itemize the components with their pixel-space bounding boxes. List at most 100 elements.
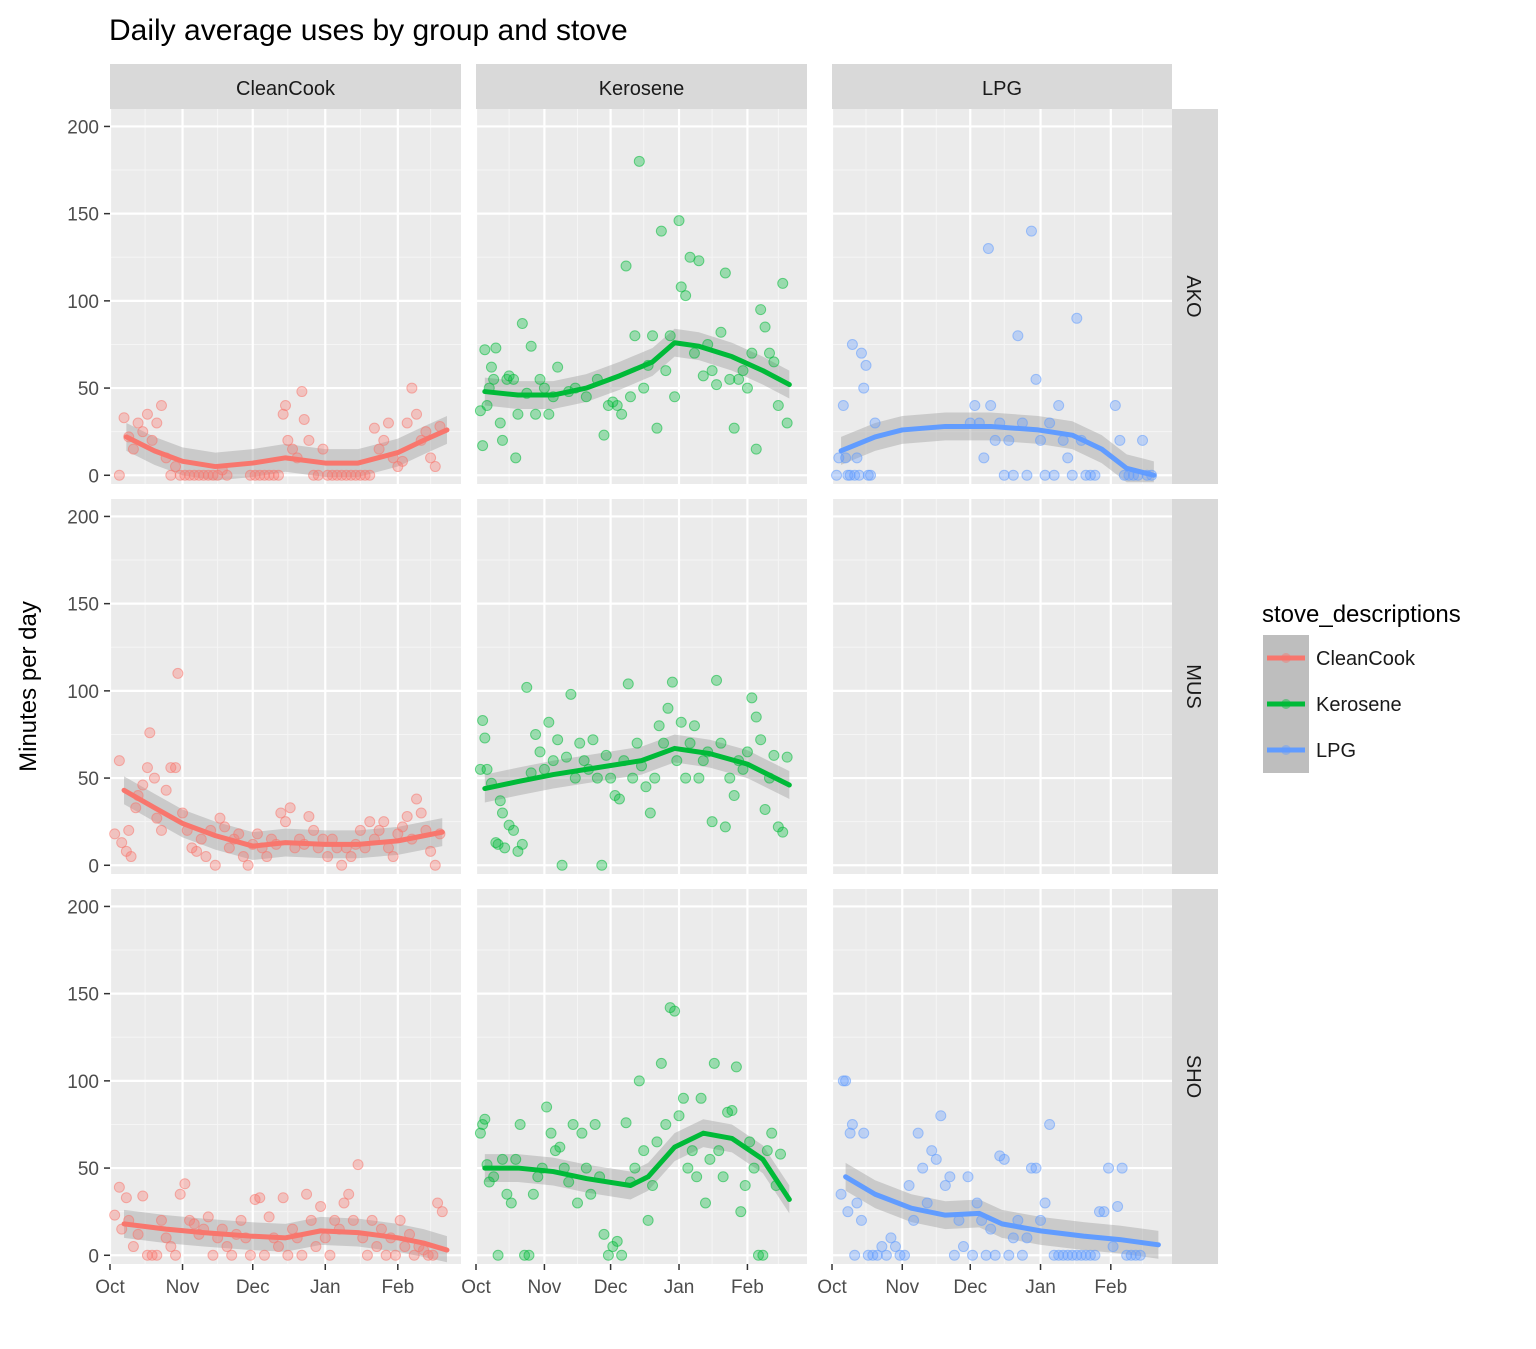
data-point [282,1249,294,1261]
data-point [151,417,163,429]
data-point [855,1214,867,1226]
data-point [315,1200,327,1212]
data-point [387,851,399,863]
data-point [620,1117,632,1129]
data-point [525,340,537,352]
data-point [772,400,784,412]
point-group [474,674,793,871]
data-point [352,1159,364,1171]
data-point [324,1249,336,1261]
data-point [214,812,226,824]
legend-title: stove_descriptions [1262,601,1461,628]
data-point [538,763,550,775]
data-point [488,373,500,385]
data-point [436,1206,448,1218]
data-point [871,1249,883,1261]
data-point [766,1127,778,1139]
data-point [411,793,423,805]
x-tick-label: Jan [1025,1277,1056,1298]
data-point [397,455,408,467]
data-point [516,318,528,330]
data-point [1030,1162,1042,1174]
data-point [1116,1162,1128,1174]
data-point [305,1214,317,1226]
data-point [188,1218,200,1230]
data-point [547,755,559,767]
data-point [1035,434,1047,446]
data-point [596,859,608,871]
data-point [499,842,511,854]
data-point [125,851,137,863]
trend-line [838,423,1157,478]
data-point [733,373,745,385]
data-point [669,1005,681,1017]
confidence-band [124,776,443,861]
data-point [282,434,294,446]
data-point [284,802,296,814]
data-point [680,290,692,302]
data-point [699,1197,711,1209]
data-point [706,816,718,828]
data-point [345,851,357,863]
data-point [629,1162,641,1174]
data-point [777,826,789,838]
data-point [477,440,489,452]
data-point [492,1249,504,1261]
data-point [338,1197,350,1209]
data-point [840,1075,852,1087]
data-point [177,807,189,819]
data-point [113,1181,125,1193]
legend: stove_descriptions CleanCook Kerosene LPG [1262,601,1461,773]
data-point [481,400,493,412]
data-point [985,400,997,412]
data-point [719,821,731,833]
data-point [488,1171,500,1183]
data-point [921,1197,933,1209]
data-point [1030,373,1042,385]
data-point [642,1214,654,1226]
data-point [170,1249,182,1261]
data-point [851,1197,863,1209]
data-point [691,1171,703,1183]
data-point [523,1249,535,1261]
data-point [397,821,408,833]
data-point [235,1214,247,1226]
data-point [298,413,310,425]
data-point [647,1180,659,1192]
data-point [673,215,685,227]
data-point [113,469,125,481]
data-point [508,824,520,836]
data-point [113,755,125,767]
data-point [378,434,390,446]
data-point [296,1249,308,1261]
data-point [280,816,291,828]
data-point [155,824,167,836]
x-tick-label: Feb [1094,1277,1127,1298]
data-point [746,347,758,359]
data-point [989,434,1001,446]
y-tick-label: 0 [88,856,99,877]
y-axis-label: Minutes per day [15,601,42,772]
y-tick-label: 100 [67,1072,99,1093]
data-point [837,400,849,412]
panels-layer: CleanCook Kerosene LPG AKO MUS SHO 0 50 100 150 20… [67,64,1218,1298]
data-point [1021,1232,1033,1244]
data-point [347,1214,359,1226]
data-point [425,845,437,857]
data-point [123,824,135,836]
y-tick-label: 50 [78,769,99,790]
data-point [768,749,780,761]
data-point [580,1162,592,1174]
data-point [651,422,663,434]
data-point [726,1105,738,1117]
data-point [382,417,394,429]
data-point [1007,469,1019,481]
data-point [651,1136,663,1148]
data-point [908,1214,920,1226]
data-point [477,715,489,727]
data-point [401,417,413,429]
data-point [744,1136,756,1148]
data-point [746,692,758,704]
data-point [885,1232,897,1244]
data-point [132,417,144,429]
